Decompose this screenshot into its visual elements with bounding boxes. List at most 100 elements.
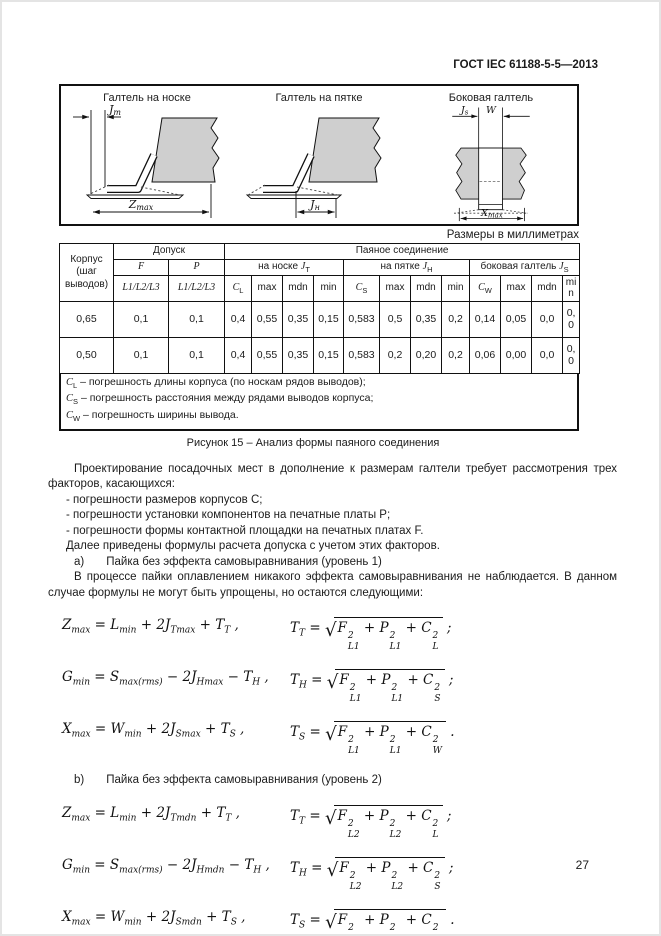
formula-xmax-l1: Xmax = Wmin + 2JSmax + TS , xyxy=(62,721,245,740)
footnote-cl: CL – погрешность длины корпуса (по носка… xyxy=(66,375,366,390)
header-heel-group: на пятке JH xyxy=(343,258,470,276)
list-item-f: - погрешности формы контактной площадки … xyxy=(66,524,424,537)
heading-marker: b) xyxy=(74,774,85,787)
cell: 0,4 xyxy=(224,336,252,374)
header-cs: CS xyxy=(343,274,380,302)
fillet-dotted-left xyxy=(247,184,266,196)
cell: 0,06 xyxy=(469,336,501,374)
toe-fillet-drawing: Jт Zmax xyxy=(72,104,220,218)
pad xyxy=(85,194,185,199)
header-toe-max: max xyxy=(251,274,283,302)
cell: 0,2 xyxy=(379,336,411,374)
header-joint: Паяное соединение xyxy=(223,243,581,260)
cell: 0,1 xyxy=(168,336,225,374)
header-heel-min: min xyxy=(441,274,470,302)
header-body: Корпус (шаг выводов) xyxy=(59,243,114,302)
cell: 0,15 xyxy=(313,300,344,338)
solder-joint-table: Корпус (шаг выводов) Допуск Паяное соеди… xyxy=(59,243,581,374)
dim-label-jh: Jн xyxy=(308,198,320,212)
fillet-dotted-left xyxy=(87,184,110,196)
formula-group-level2: Zmax = Lmin + 2JTmdn + TT , TT = √F 2 L2 +… xyxy=(48,804,617,934)
formula-zmax-l1: Zmax = Lmin + 2JTmax + TT , xyxy=(62,617,239,636)
header-p: P xyxy=(168,258,225,276)
dim-label-zmax: Zmax xyxy=(128,198,154,212)
formula-row: Xmax = Wmin + 2JSmax + TS , TS = √F 2 L1 +… xyxy=(48,721,617,756)
cell: 0,4 xyxy=(224,300,252,338)
cell: 0,14 xyxy=(469,300,501,338)
dim-label-js: Js xyxy=(459,105,469,117)
cell: 0,583 xyxy=(343,300,380,338)
diagram-toe-title: Галтель на носке xyxy=(103,92,191,104)
cell: 0,5 xyxy=(379,300,411,338)
footnote-cs: CS – погрешность расстояния между рядами… xyxy=(66,392,374,407)
dim-label-jt: Jт xyxy=(107,104,121,117)
pad xyxy=(245,194,343,199)
heading-level-1: a) Пайка без эффекта самовыравнивания (ур… xyxy=(48,555,617,571)
lead-fill xyxy=(106,153,157,192)
dim-label-w: W xyxy=(486,105,497,116)
dim-label-xmax: Xmax xyxy=(480,208,503,220)
lead-fill xyxy=(262,153,314,192)
cell: 0,00 xyxy=(500,336,532,374)
cell: 0,0 xyxy=(561,300,581,338)
header-toe-group: на носке JT xyxy=(224,258,344,276)
table-header-row-2: F P на носке JT на пятке JH боковая галт… xyxy=(60,258,581,276)
list-item-c: - погрешности размеров корпусов C; xyxy=(66,493,263,506)
cell: 0,35 xyxy=(282,336,314,374)
header-side-group: боковая галтель JS xyxy=(468,258,581,276)
cell: 0,2 xyxy=(441,300,470,338)
header-f-sub: L1/L2/L3 xyxy=(113,274,169,302)
page-content: Галтель на носке xyxy=(48,84,617,934)
cell: 0,55 xyxy=(251,336,283,374)
page-number: 27 xyxy=(575,858,589,872)
diagram-side-title: Боковая галтель xyxy=(448,92,534,104)
header-p-sub: L1/L2/L3 xyxy=(168,274,225,302)
table-header-row-3: L1/L2/L3 L1/L2/L3 CL max mdn min CS max … xyxy=(60,274,581,302)
document-header: ГОСТ IEC 61188-5-5—2013 xyxy=(453,59,598,71)
header-tolerance: Допуск xyxy=(113,243,225,260)
header-cl: CL xyxy=(224,274,252,302)
list-item-p: - погрешности установки компонентов на п… xyxy=(66,509,391,522)
header-side-mdn: mdn xyxy=(531,274,563,302)
formula-gmin-l2: Gmin = Smax(rms) − 2JHmdn − TH , xyxy=(62,856,270,876)
cell: 0,05 xyxy=(500,300,532,338)
table-row: 0,65 0,1 0,1 0,4 0,55 0,35 0,15 0,583 0,… xyxy=(59,300,581,338)
cell: 0,1 xyxy=(168,300,225,338)
table-row: 0,50 0,1 0,1 0,4 0,55 0,35 0,15 0,583 0,… xyxy=(59,336,581,374)
formula-xmax-l2: Xmax = Wmin + 2JSmdn + TS , xyxy=(62,908,246,928)
cell: 0,15 xyxy=(313,336,344,374)
diagram-side-fillet: Боковая галтель Js W xyxy=(405,90,577,224)
cell: 0,1 xyxy=(113,336,169,374)
figure-15: Галтель на носке xyxy=(59,84,581,431)
formula-row: Gmin = Smax(rms) − 2JHmax − TH , TH = √F… xyxy=(48,669,617,704)
footnote-cw: CW – погрешность ширины вывода. xyxy=(66,409,239,424)
cell: 0,0 xyxy=(531,300,563,338)
fillet-dotted-right xyxy=(502,209,527,214)
component-body xyxy=(308,117,382,183)
fillet-dotted-right xyxy=(140,186,181,196)
table-header-row-1: Корпус (шаг выводов) Допуск Паяное соеди… xyxy=(59,243,581,302)
cell: 0,35 xyxy=(282,300,314,338)
header-side-max: max xyxy=(500,274,532,302)
heading-level-2: b) Пайка без эффекта самовыравнивания (ур… xyxy=(48,773,617,789)
cell: 0,2 xyxy=(441,336,470,374)
header-heel-mdn: mdn xyxy=(410,274,442,302)
paragraph-formulas-note: Далее приведены формулы расчета допуска … xyxy=(66,540,440,553)
side-fillet-drawing: Js W Xmax xyxy=(452,105,530,222)
component-body xyxy=(151,117,220,183)
heel-fillet-drawing: Jн xyxy=(245,117,382,218)
heading-marker: a) xyxy=(74,555,85,568)
diagram-heel-title: Галтель на пятке xyxy=(275,92,363,104)
diagram-heel-fillet: Галтель на пятке xyxy=(233,90,405,224)
cell: 0,0 xyxy=(531,336,563,374)
size-units-note: Размеры в миллиметрах xyxy=(446,229,579,241)
formula-zmax-l2: Zmax = Lmin + 2JTmdn + TT , xyxy=(62,804,240,824)
header-f: F xyxy=(113,258,169,276)
cell: 0,55 xyxy=(251,300,283,338)
